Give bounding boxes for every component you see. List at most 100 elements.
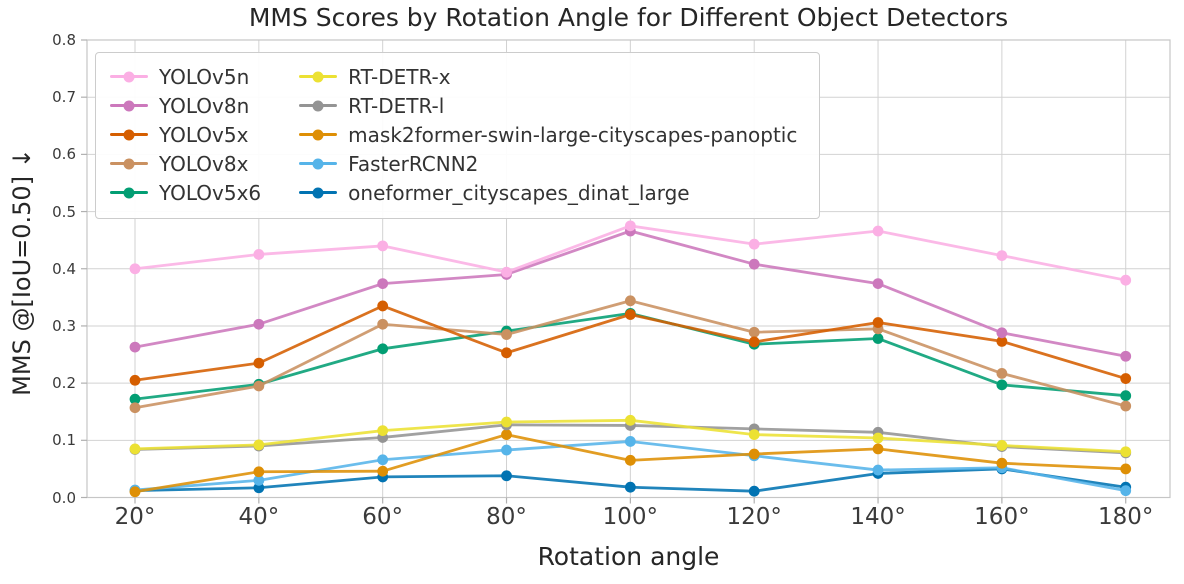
legend-label: YOLOv8x — [159, 151, 249, 176]
legend-line-marker-icon — [110, 100, 148, 111]
data-point-marker — [624, 309, 636, 320]
data-point-marker — [872, 443, 884, 455]
data-point-marker — [501, 429, 512, 440]
series-YOLOv5n — [129, 220, 1132, 286]
legend-item: YOLOv8n — [110, 91, 261, 120]
data-point-marker — [129, 443, 141, 455]
legend-label: YOLOv5n — [159, 64, 250, 89]
legend-item: mask2former-swin-large-cityscapes-panopt… — [299, 120, 797, 149]
y-tick-label: 0.2 — [52, 374, 76, 393]
data-point-marker — [872, 225, 884, 237]
y-tick-label: 0.4 — [52, 259, 76, 278]
legend: YOLOv5n YOLOv8n YOLOv5x YOLOv8x YOLOv5x6 RT-D… — [95, 52, 821, 219]
series-mask2former-swin-large-cityscapes-panoptic — [129, 429, 1132, 498]
y-tick-label: 0.8 — [52, 31, 76, 49]
data-point-marker — [253, 357, 265, 369]
data-point-marker — [996, 335, 1008, 347]
legend-dot-icon — [312, 71, 324, 82]
x-tick-label: 80° — [486, 504, 527, 530]
data-point-marker — [624, 295, 636, 307]
data-point-marker — [748, 258, 760, 270]
legend-line-marker-icon — [299, 187, 338, 198]
legend-item: YOLOv5n — [110, 62, 261, 91]
x-tick-label: 120° — [726, 504, 782, 530]
data-point-marker — [377, 465, 389, 477]
legend-line-marker-icon — [110, 187, 148, 198]
legend-dot-icon — [123, 158, 135, 169]
data-point-marker — [996, 368, 1008, 379]
legend-dot-icon — [123, 129, 135, 140]
legend-item: YOLOv5x6 — [110, 178, 261, 207]
data-point-marker — [377, 318, 389, 330]
x-tick-label: 100° — [602, 504, 659, 530]
data-point-marker — [129, 393, 141, 405]
data-point-marker — [377, 343, 389, 355]
data-point-marker — [253, 466, 265, 478]
legend-label: YOLOv5x6 — [159, 180, 262, 205]
data-point-marker — [624, 220, 636, 232]
data-point-marker — [377, 240, 389, 252]
data-point-marker — [253, 249, 265, 260]
data-point-marker — [748, 238, 760, 250]
legend-label: YOLOv8n — [159, 93, 250, 118]
data-point-marker — [872, 317, 884, 328]
data-point-marker — [748, 429, 760, 440]
data-point-marker — [996, 440, 1008, 451]
x-tick-label: 140° — [850, 504, 906, 530]
legend-dot-icon — [123, 100, 135, 111]
x-tick-label: 160° — [974, 504, 1030, 530]
x-tick-label: 180° — [1098, 504, 1154, 530]
legend-item: oneformer_cityscapes_dinat_large — [299, 178, 797, 207]
data-point-marker — [377, 425, 389, 436]
legend-label: RT-DETR-l — [348, 93, 445, 118]
data-point-marker — [1120, 373, 1132, 384]
data-point-marker — [996, 327, 1008, 339]
data-point-marker — [996, 250, 1008, 261]
series-FasterRCNN2 — [129, 436, 1132, 497]
x-tick-label: 40° — [238, 504, 280, 530]
legend-dot-icon — [312, 158, 324, 169]
legend-item: FasterRCNN2 — [299, 149, 797, 178]
data-point-marker — [1120, 485, 1132, 497]
legend-line-marker-icon — [299, 71, 338, 82]
data-point-marker — [624, 481, 636, 493]
data-point-marker — [1120, 463, 1132, 475]
y-tick-label: 0.0 — [52, 488, 76, 507]
data-point-marker — [129, 263, 141, 275]
y-tick-label: 0.5 — [52, 202, 76, 221]
data-point-marker — [377, 300, 389, 312]
data-point-marker — [624, 454, 636, 466]
legend-label: YOLOv5x — [159, 122, 249, 147]
data-point-marker — [253, 482, 265, 494]
data-point-marker — [872, 432, 884, 444]
x-tick-label: 60° — [362, 504, 404, 530]
legend-line-marker-icon — [299, 129, 338, 140]
chart-title: MMS Scores by Rotation Angle for Differe… — [248, 3, 1009, 32]
data-point-marker — [501, 416, 512, 428]
data-point-marker — [129, 486, 141, 498]
data-point-marker — [377, 454, 389, 466]
legend-dot-icon — [123, 71, 135, 82]
data-point-marker — [501, 444, 512, 456]
data-point-marker — [1120, 390, 1132, 402]
data-point-marker — [872, 464, 884, 476]
data-point-marker — [1120, 274, 1132, 286]
data-point-marker — [253, 439, 265, 451]
legend-item: RT-DETR-l — [299, 91, 797, 120]
legend-line-marker-icon — [110, 71, 148, 82]
y-tick-label: 0.3 — [52, 316, 76, 335]
data-point-marker — [996, 457, 1008, 469]
legend-dot-icon — [123, 187, 135, 198]
legend-line-marker-icon — [299, 100, 338, 111]
data-point-marker — [872, 333, 884, 344]
series-YOLOv5x — [129, 300, 1132, 386]
data-point-marker — [129, 402, 141, 414]
data-point-marker — [501, 329, 512, 340]
data-point-marker — [748, 448, 760, 460]
data-point-marker — [501, 347, 512, 359]
x-axis-label: Rotation angle — [537, 542, 720, 571]
legend-item: YOLOv5x — [110, 120, 261, 149]
data-point-marker — [129, 341, 141, 353]
